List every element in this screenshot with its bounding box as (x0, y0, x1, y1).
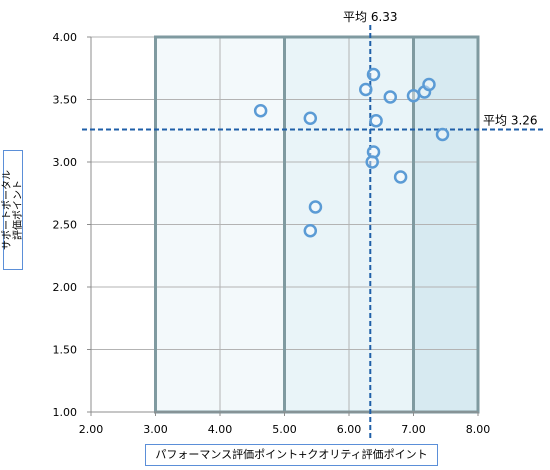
data-point-15 (303, 224, 318, 238)
x-tick-label-1: 3.00 (143, 423, 168, 436)
data-point-14 (308, 200, 323, 214)
data-point-7 (406, 89, 421, 103)
data-point-4 (366, 67, 381, 82)
y-tick-label-3: 2.50 (53, 219, 78, 232)
x-axis-title: パフォーマンス評価ポイント+クオリティ評価ポイント (145, 444, 438, 466)
x-tick-label-5: 7.00 (401, 423, 426, 436)
x-tick-label-4: 6.00 (337, 423, 362, 436)
y-tick-label-6: 4.00 (53, 31, 78, 44)
data-point-9 (422, 77, 436, 92)
y-tick-label-5: 3.50 (53, 94, 78, 107)
x-tick-label-6: 8.00 (466, 423, 491, 436)
y-tick-label-2: 2.00 (53, 281, 78, 294)
data-point-1 (253, 104, 268, 118)
data-point-3 (359, 82, 373, 97)
x-tick-label-3: 5.00 (272, 423, 297, 436)
mean-label-y: 平均 3.26 (483, 114, 538, 128)
y-axis-title-box: サポートポータル 評価ポイント (2, 150, 24, 270)
data-point-10 (435, 127, 450, 142)
data-point-5 (383, 90, 398, 104)
y-tick-label-4: 3.00 (53, 156, 78, 169)
x-tick-label-0: 2.00 (79, 423, 104, 436)
y-tick-label-0: 1.00 (53, 406, 78, 419)
data-point-6 (369, 114, 383, 128)
data-point-2 (303, 111, 318, 125)
mean-label-x: 平均 6.33 (343, 10, 398, 24)
y-tick-label-1: 1.50 (53, 344, 78, 357)
data-point-13 (393, 170, 408, 184)
x-tick-label-2: 4.00 (208, 423, 233, 436)
y-axis-title: サポートポータル 評価ポイント (2, 170, 24, 250)
data-point-12 (365, 155, 379, 169)
